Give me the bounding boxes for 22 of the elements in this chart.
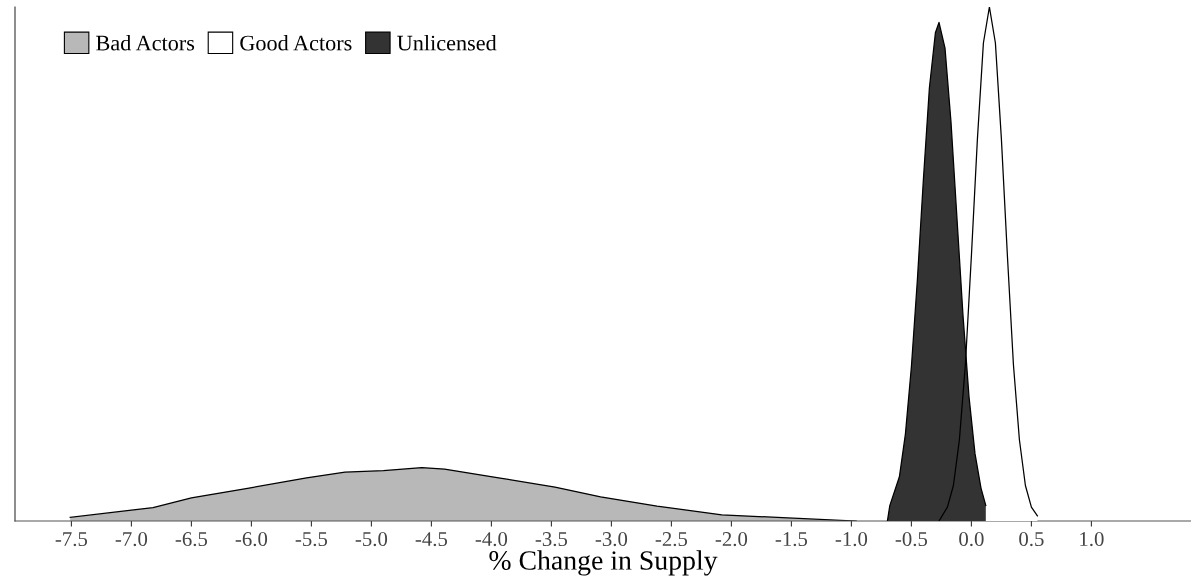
x-tick-label: 0.0 xyxy=(959,532,984,547)
x-tick-label: -6.0 xyxy=(235,532,268,547)
legend-label: Bad Actors xyxy=(96,34,195,51)
x-tick-label: -2.0 xyxy=(715,532,748,547)
x-tick-label: -7.5 xyxy=(55,532,88,547)
x-tick-label: -5.5 xyxy=(295,532,328,547)
legend-label: Good Actors xyxy=(240,34,352,51)
x-tick-label: -5.0 xyxy=(355,532,388,547)
x-tick-label: -4.0 xyxy=(475,532,508,547)
x-tick-label: -6.5 xyxy=(175,532,208,547)
x-tick-label: 1.0 xyxy=(1080,532,1104,547)
x-tick-label: -7.0 xyxy=(115,532,148,547)
legend-label: Unlicensed xyxy=(397,34,497,51)
x-axis-title: % Change in Supply xyxy=(489,550,718,576)
x-tick-label: -1.5 xyxy=(775,532,808,547)
x-tick-label: -0.5 xyxy=(895,532,928,547)
x-tick-label: -3.5 xyxy=(535,532,568,547)
x-tick-label: -4.5 xyxy=(415,532,448,547)
x-tick-label: -2.5 xyxy=(655,532,688,547)
x-tick-label: -1.0 xyxy=(835,532,868,547)
x-tick-label: -3.0 xyxy=(595,532,628,547)
x-tick-label: 0.5 xyxy=(1019,532,1044,547)
